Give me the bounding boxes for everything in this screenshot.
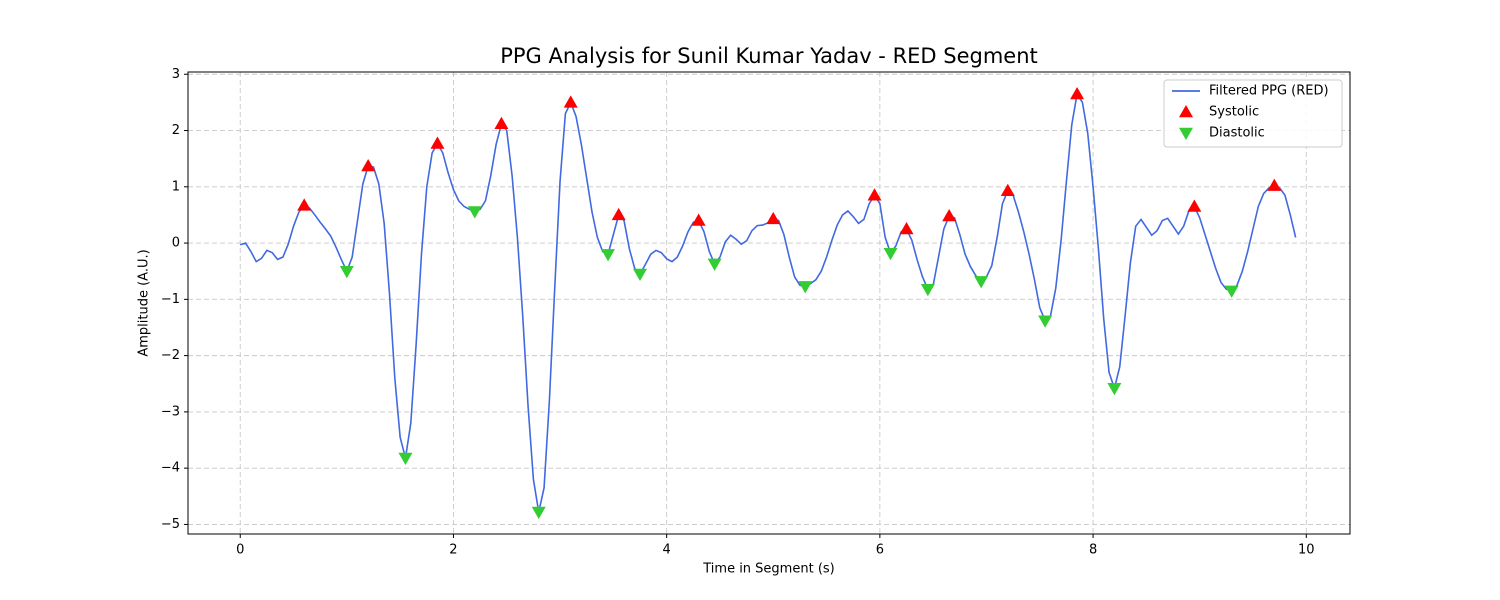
diastolic-marker [633, 268, 648, 282]
diastolic-marker [1224, 285, 1239, 298]
legend-swatch [1179, 105, 1193, 118]
y-tick-label: −3 [161, 404, 180, 419]
systolic-marker [942, 209, 957, 222]
y-tick-label: 0 [172, 236, 180, 251]
systolic-marker [361, 158, 376, 172]
diastolic-marker [531, 506, 546, 520]
x-tick-label: 2 [449, 543, 457, 558]
diastolic-marker [339, 265, 354, 279]
legend-label: Diastolic [1209, 126, 1265, 141]
systolic-marker [766, 211, 781, 225]
y-tick-label: −2 [161, 348, 180, 363]
legend-box [1163, 79, 1343, 148]
systolic-marker [1070, 86, 1085, 100]
systolic-marker [1000, 183, 1015, 196]
legend-swatch [1179, 127, 1193, 140]
x-tick-label: 8 [1089, 543, 1097, 558]
plot-frame [187, 71, 1351, 535]
x-tick-label: 4 [663, 543, 671, 558]
systolic-marker [691, 213, 706, 226]
systolic-marker [1187, 199, 1202, 212]
legend: Filtered PPG (RED) Systolic Diastolic [1163, 79, 1343, 148]
diastolic-marker [467, 206, 482, 219]
systolic-marker [494, 116, 509, 130]
y-tick-label: 1 [172, 179, 180, 194]
systolic-marker [899, 222, 914, 235]
systolic-marker [867, 188, 882, 201]
systolic-marker [430, 136, 445, 149]
y-tick-label: −1 [161, 292, 180, 307]
diastolic-marker [920, 283, 935, 297]
legend-label: Filtered PPG (RED) [1209, 84, 1329, 99]
y-tick-label: −5 [161, 517, 180, 532]
y-axis-label: Amplitude (A.U.) [137, 249, 152, 356]
diastolic-marker [601, 249, 616, 262]
diastolic-marker [1107, 383, 1122, 396]
y-tick-label: 2 [172, 123, 180, 138]
systolic-marker [297, 198, 312, 211]
x-tick-label: 10 [1298, 543, 1315, 558]
x-tick-label: 0 [236, 543, 244, 558]
systolic-marker [1267, 178, 1282, 191]
diastolic-marker [1038, 315, 1053, 328]
diastolic-marker [974, 276, 989, 289]
diastolic-marker [883, 247, 898, 261]
systolic-marker [611, 207, 626, 221]
x-tick-label: 6 [876, 543, 884, 558]
systolic-marker [563, 95, 578, 108]
y-tick-label: −4 [161, 461, 180, 476]
y-tick-label: 3 [172, 67, 180, 82]
x-axis-label: Time in Segment (s) [702, 562, 834, 577]
diastolic-marker [398, 452, 413, 466]
chart-title: PPG Analysis for Sunil Kumar Yadav - RED… [500, 44, 1038, 68]
legend-label: Systolic [1209, 105, 1259, 120]
diastolic-marker [798, 281, 813, 294]
diastolic-marker [707, 258, 722, 271]
ppg-line [239, 91, 1297, 513]
